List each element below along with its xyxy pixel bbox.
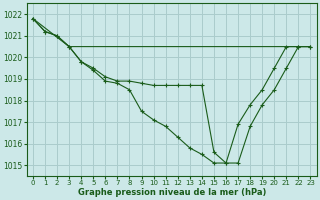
X-axis label: Graphe pression niveau de la mer (hPa): Graphe pression niveau de la mer (hPa) [77, 188, 266, 197]
